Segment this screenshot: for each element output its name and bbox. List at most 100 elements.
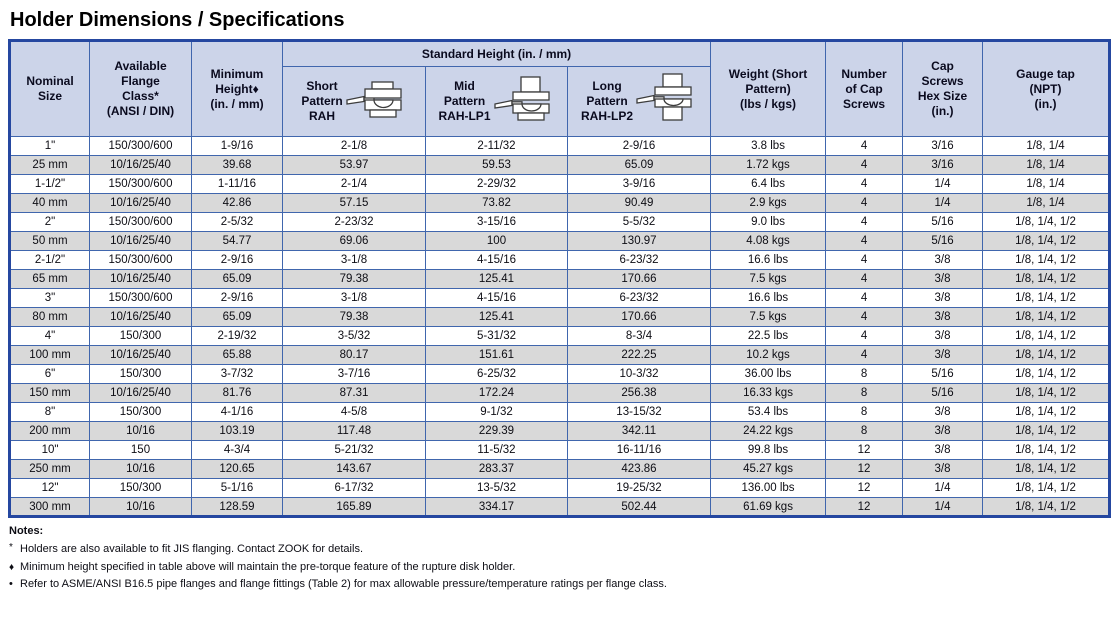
col-header-number-of-cap-screws: Number of Cap Screws <box>825 40 904 137</box>
table-cell: 53.4 lbs <box>710 402 827 422</box>
note-text: Holders are also available to fit JIS fl… <box>20 543 363 556</box>
table-cell: 150/300 <box>89 364 192 384</box>
table-cell: 69.06 <box>282 231 426 251</box>
table-cell: 100 <box>425 231 568 251</box>
note-marker-asterisk: * <box>9 542 13 554</box>
table-cell: 6" <box>9 364 90 384</box>
table-cell: 1-1/2" <box>9 174 90 194</box>
table-cell: 151.61 <box>425 345 568 365</box>
table-cell: 150/300/600 <box>89 288 192 308</box>
table-cell: 165.89 <box>282 497 426 517</box>
table-cell: 40 mm <box>9 193 90 213</box>
table-cell: 42.86 <box>191 193 283 213</box>
table-cell: 2-9/16 <box>566 136 712 156</box>
table-cell: 2-29/32 <box>425 174 568 194</box>
table-row: 3" 150/300/600 2-9/16 3-1/8 4-15/16 6-23/32 16… <box>9 288 1111 308</box>
table-cell: 3-5/32 <box>282 326 426 346</box>
table-cell: 100 mm <box>9 345 90 365</box>
table-cell: 1/8, 1/4, 1/2 <box>982 364 1111 384</box>
table-cell: 3/8 <box>902 421 984 441</box>
table-cell: 334.17 <box>425 497 568 517</box>
table-cell: 16.6 lbs <box>710 288 827 308</box>
table-cell: 1/4 <box>902 478 984 498</box>
table-cell: 4 <box>825 174 904 194</box>
short-pattern-label: Short Pattern RAH <box>301 79 343 123</box>
note-marker-bullet: • <box>9 578 13 591</box>
table-cell: 256.38 <box>566 383 712 403</box>
table-cell: 1/8, 1/4, 1/2 <box>982 497 1111 517</box>
short-pattern-holder-icon <box>346 80 402 118</box>
table-row: 6" 150/300 3-7/32 3-7/16 6-25/32 10-3/32 36.00… <box>9 364 1111 384</box>
table-cell: 80.17 <box>282 345 426 365</box>
col-header-gauge-tap: Gauge tap (NPT) (in.) <box>982 40 1111 137</box>
table-cell: 1/8, 1/4, 1/2 <box>982 288 1111 308</box>
table-row: 100 mm 10/16/25/40 65.88 80.17 151.61 222.25 1… <box>9 345 1111 365</box>
table-cell: 5/16 <box>902 383 984 403</box>
table-cell: 13-5/32 <box>425 478 568 498</box>
table-cell: 10.2 kgs <box>710 345 827 365</box>
table-cell: 1-11/16 <box>191 174 283 194</box>
table-row: 50 mm 10/16/25/40 54.77 69.06 100 130.97 4.08 … <box>9 231 1111 251</box>
table-cell: 81.76 <box>191 383 283 403</box>
table-cell: 87.31 <box>282 383 426 403</box>
table-cell: 10/16/25/40 <box>89 307 192 327</box>
note-item: ♦ Minimum height specified in table abov… <box>9 559 1115 576</box>
table-cell: 4-3/4 <box>191 440 283 460</box>
note-item: • Refer to ASME/ANSI B16.5 pipe flanges … <box>9 576 1115 593</box>
table-cell: 12 <box>825 459 904 479</box>
table-cell: 300 mm <box>9 497 90 517</box>
table-cell: 54.77 <box>191 231 283 251</box>
table-row: 250 mm 10/16 120.65 143.67 283.37 423.86 45.27… <box>9 459 1111 479</box>
table-cell: 4 <box>825 326 904 346</box>
table-cell: 1" <box>9 136 90 156</box>
table-cell: 2-1/2" <box>9 250 90 270</box>
table-cell: 16.33 kgs <box>710 383 827 403</box>
table-cell: 10/16 <box>89 459 192 479</box>
table-row: 4" 150/300 2-19/32 3-5/32 5-31/32 8-3/4 22.5 l… <box>9 326 1111 346</box>
note-marker-diamond: ♦ <box>9 561 15 573</box>
table-cell: 10/16/25/40 <box>89 231 192 251</box>
table-cell: 1/8, 1/4, 1/2 <box>982 269 1111 289</box>
table-cell: 4-15/16 <box>425 250 568 270</box>
table-cell: 13-15/32 <box>566 402 712 422</box>
notes-heading: Notes: <box>9 525 44 537</box>
table-cell: 3-15/16 <box>425 212 568 232</box>
table-cell: 10/16/25/40 <box>89 269 192 289</box>
table-cell: 45.27 kgs <box>710 459 827 479</box>
table-cell: 1.72 kgs <box>710 155 827 175</box>
table-cell: 1/8, 1/4 <box>982 136 1111 156</box>
table-cell: 12 <box>825 478 904 498</box>
col-header-cap-screws-hex-size: Cap Screws Hex Size (in.) <box>902 40 984 137</box>
table-cell: 1/8, 1/4, 1/2 <box>982 383 1111 403</box>
table-row: 200 mm 10/16 103.19 117.48 229.39 342.11 24.22… <box>9 421 1111 441</box>
table-cell: 16.6 lbs <box>710 250 827 270</box>
table-cell: 1/4 <box>902 174 984 194</box>
table-cell: 1/8, 1/4, 1/2 <box>982 440 1111 460</box>
table-cell: 2" <box>9 212 90 232</box>
col-header-minimum-height: Minimum Height♦ (in. / mm) <box>191 40 283 137</box>
table-cell: 4" <box>9 326 90 346</box>
table-header: Nominal Size Available Flange Class* (AN… <box>9 40 1111 137</box>
table-cell: 8 <box>825 364 904 384</box>
table-cell: 9-1/32 <box>425 402 568 422</box>
mid-pattern-label: Mid Pattern RAH-LP1 <box>438 79 491 123</box>
table-cell: 5-31/32 <box>425 326 568 346</box>
table-cell: 8" <box>9 402 90 422</box>
table-cell: 3/8 <box>902 269 984 289</box>
table-row: 25 mm 10/16/25/40 39.68 53.97 59.53 65.09 1.72… <box>9 155 1111 175</box>
table-row: 300 mm 10/16 128.59 165.89 334.17 502.44 61.69… <box>9 497 1111 517</box>
table-cell: 19-25/32 <box>566 478 712 498</box>
table-cell: 143.67 <box>282 459 426 479</box>
table-cell: 3-1/8 <box>282 288 426 308</box>
table-row: 1-1/2" 150/300/600 1-11/16 2-1/4 2-29/32 3-9/… <box>9 174 1111 194</box>
table-cell: 79.38 <box>282 269 426 289</box>
table-cell: 200 mm <box>9 421 90 441</box>
table-cell: 6.4 lbs <box>710 174 827 194</box>
table-cell: 4 <box>825 345 904 365</box>
table-cell: 502.44 <box>566 497 712 517</box>
table-cell: 3" <box>9 288 90 308</box>
table-cell: 6-23/32 <box>566 288 712 308</box>
table-cell: 3-7/16 <box>282 364 426 384</box>
table-cell: 125.41 <box>425 269 568 289</box>
table-cell: 3/8 <box>902 250 984 270</box>
